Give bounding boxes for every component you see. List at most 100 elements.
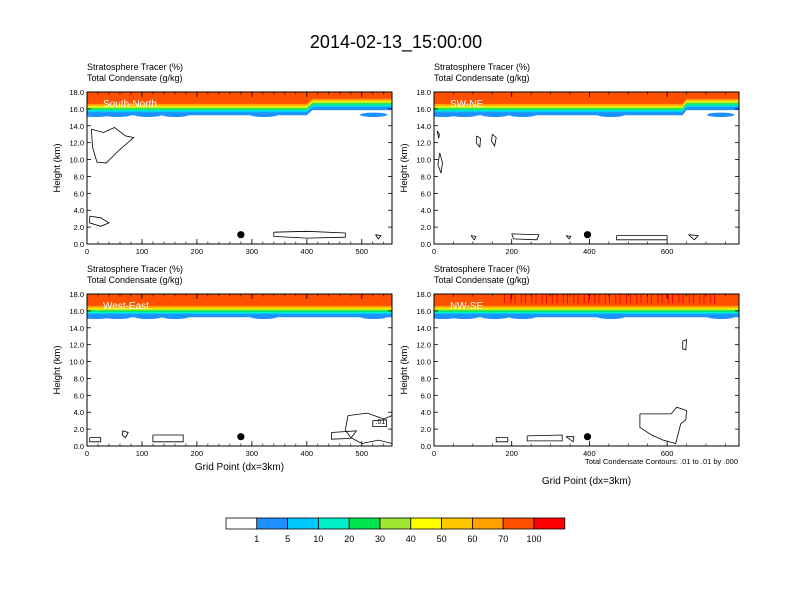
condensate-contour xyxy=(331,430,358,440)
tracer-stripe xyxy=(598,294,600,304)
y-tick-label: 8.0 xyxy=(74,374,84,383)
panel-contour-title: Total Condensate (g/kg) xyxy=(87,275,183,285)
plot-area xyxy=(87,92,392,240)
colorbar-swatch xyxy=(471,517,504,530)
y-tick-label: 8.0 xyxy=(421,374,431,383)
plot-area xyxy=(434,92,739,241)
y-tick-label: 14.0 xyxy=(69,122,84,131)
colorbar-swatch xyxy=(502,517,535,530)
tracer-stripe xyxy=(583,294,585,304)
colorbar-label: 1 xyxy=(254,534,259,544)
panel-contour-title: Total Condensate (g/kg) xyxy=(434,73,530,83)
y-tick-label: 14.0 xyxy=(69,324,84,333)
panel-3: .01 Stratosphere Tracer (%)Total Condensa… xyxy=(52,264,393,473)
colorbar-swatch xyxy=(441,517,473,530)
condensate-contour xyxy=(470,235,477,241)
tracer-blob xyxy=(250,314,278,319)
condensate-contour xyxy=(89,437,102,443)
y-tick-label: 10.0 xyxy=(416,358,431,367)
tracer-stripe xyxy=(556,294,558,304)
tracer-blob xyxy=(161,112,190,118)
location-marker xyxy=(583,231,592,239)
tracer-stripe xyxy=(552,294,554,304)
x-tick-label: 200 xyxy=(505,449,518,458)
y-tick-label: 16.0 xyxy=(416,105,431,114)
y-tick-label: 14.0 xyxy=(416,122,431,131)
x-tick-label: 400 xyxy=(301,449,314,458)
tracer-blob xyxy=(87,314,110,319)
tracer-stripe xyxy=(510,294,512,304)
tracer-blob xyxy=(706,314,735,319)
tracer-stripe xyxy=(682,294,684,304)
tracer-blob xyxy=(508,112,537,118)
condensate-contour xyxy=(152,434,184,443)
colorbar-swatch xyxy=(256,517,288,530)
y-tick-label: 4.0 xyxy=(421,408,431,417)
tracer-blob xyxy=(706,112,735,118)
colorbar-swatch xyxy=(317,517,350,530)
x-tick-label: 100 xyxy=(136,247,149,256)
x-tick-label: 400 xyxy=(301,247,314,256)
panel-frame xyxy=(433,293,740,447)
figure-title: 2014-02-13_15:00:00 xyxy=(310,32,482,53)
x-tick-label: 400 xyxy=(583,449,596,458)
y-tick-label: 2.0 xyxy=(421,223,431,232)
condensate-contour xyxy=(565,235,572,240)
colorbar-label: 50 xyxy=(437,534,447,544)
tracer-stripe xyxy=(604,294,606,304)
condensate-contour xyxy=(375,234,382,240)
y-tick-label: 2.0 xyxy=(74,223,84,232)
tracer-blob xyxy=(161,314,190,319)
location-marker xyxy=(583,433,592,441)
colorbar-label: 100 xyxy=(526,534,541,544)
tracer-stripe xyxy=(546,294,547,304)
x-tick-label: 600 xyxy=(661,449,674,458)
panel-frame xyxy=(86,91,393,245)
y-tick-label: 12.0 xyxy=(69,341,84,350)
tracer-stripe xyxy=(609,294,610,304)
y-tick-label: 10.0 xyxy=(69,358,84,367)
tracer-blob xyxy=(450,112,479,118)
tracer-stripe xyxy=(562,294,564,304)
tracer-stripe xyxy=(577,294,579,304)
colorbar-swatch xyxy=(533,517,566,530)
condensate-contour xyxy=(121,430,129,439)
tracer-stripe xyxy=(678,294,680,304)
colorbar-label: 60 xyxy=(467,534,477,544)
y-tick-label: 10.0 xyxy=(69,156,84,165)
panel-2: Stratosphere Tracer (%)Total Condensate … xyxy=(399,62,740,256)
x-tick-label: 0 xyxy=(85,449,89,458)
tracer-stripe xyxy=(615,294,617,304)
condensate-contour xyxy=(565,436,575,443)
tracer-layer-8 xyxy=(87,92,392,104)
panel-field-title: Stratosphere Tracer (%) xyxy=(87,264,183,274)
y-tick-label: 18.0 xyxy=(416,88,431,97)
condensate-contour xyxy=(682,338,687,351)
y-tick-label: 14.0 xyxy=(416,324,431,333)
condensate-contour xyxy=(372,419,387,427)
x-tick-label: 200 xyxy=(191,449,204,458)
condensate-contour xyxy=(89,215,110,227)
y-tick-label: 10.0 xyxy=(416,156,431,165)
x-axis-label: Grid Point (dx=3km) xyxy=(542,476,631,487)
panel-label: SW-NE xyxy=(450,99,483,110)
y-tick-label: 12.0 xyxy=(416,139,431,148)
tracer-stripe xyxy=(588,294,589,304)
panel-field-title: Stratosphere Tracer (%) xyxy=(434,264,530,274)
y-tick-label: 16.0 xyxy=(416,307,431,316)
colorbar-label: 5 xyxy=(285,534,290,544)
tracer-blob xyxy=(481,112,509,118)
contour-label: .01 xyxy=(376,419,386,426)
plot-area xyxy=(434,294,739,444)
y-axis-label: Height (km) xyxy=(52,143,63,192)
tracer-blob xyxy=(103,314,132,319)
colorbar-swatch xyxy=(348,517,381,530)
x-axis-label: Grid Point (dx=3km) xyxy=(195,462,284,473)
x-tick-label: 0 xyxy=(432,247,436,256)
tracer-stripe xyxy=(661,294,663,304)
colorbar-label: 10 xyxy=(313,534,323,544)
y-tick-label: 16.0 xyxy=(69,307,84,316)
y-tick-label: 6.0 xyxy=(74,391,84,400)
x-tick-label: 200 xyxy=(191,247,204,256)
